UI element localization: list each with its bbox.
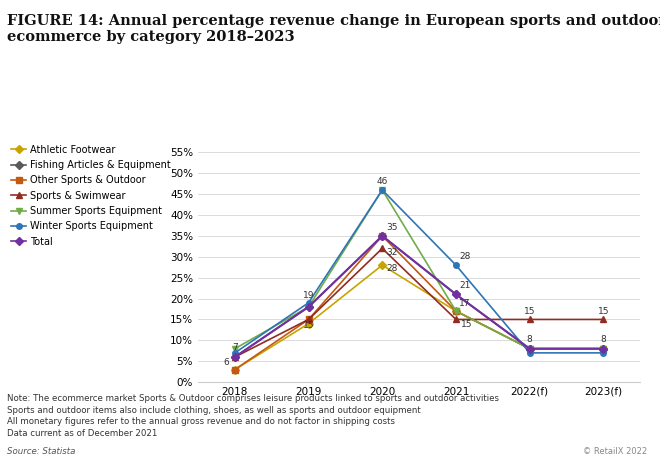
Text: 21: 21 [459, 281, 471, 290]
Legend: Athletic Footwear, Fishing Articles & Equipment, Other Sports & Outdoor, Sports : Athletic Footwear, Fishing Articles & Eq… [11, 144, 171, 247]
Text: 32: 32 [386, 248, 397, 257]
Text: 15: 15 [597, 308, 609, 316]
Text: 35: 35 [386, 223, 397, 232]
Text: Note: The ecommerce market Sports & Outdoor comprises leisure products linked to: Note: The ecommerce market Sports & Outd… [7, 394, 498, 438]
Text: 8: 8 [527, 336, 533, 344]
Text: 15: 15 [303, 321, 314, 330]
Text: © RetailX 2022: © RetailX 2022 [583, 447, 647, 456]
Text: Source: Statista: Source: Statista [7, 447, 75, 456]
Text: 8: 8 [601, 336, 607, 344]
Text: 28: 28 [459, 252, 471, 261]
Text: 15: 15 [524, 308, 535, 316]
Text: 28: 28 [386, 264, 397, 274]
Text: 7: 7 [232, 343, 238, 351]
Text: 19: 19 [303, 291, 314, 300]
Text: FIGURE 14: Annual percentage revenue change in European sports and outdoor
ecomm: FIGURE 14: Annual percentage revenue cha… [7, 14, 660, 44]
Text: 15: 15 [461, 320, 473, 329]
Text: 6: 6 [223, 357, 229, 367]
Text: 17: 17 [459, 299, 471, 308]
Text: 46: 46 [377, 177, 388, 185]
